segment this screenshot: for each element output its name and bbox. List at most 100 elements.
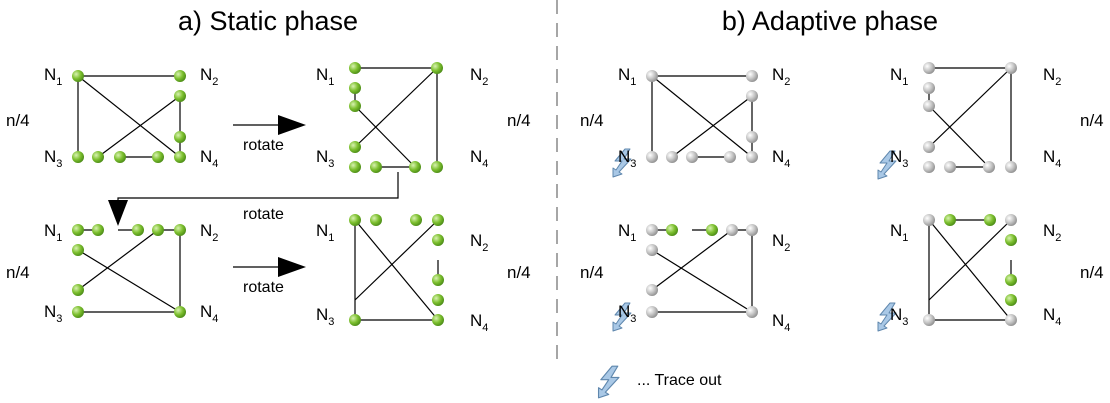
node [646,306,658,318]
node [686,151,698,163]
label-n1: N1 [890,221,908,244]
label-n4: N4 [200,147,218,170]
n-over-4-label: n/4 [507,111,531,130]
node [349,100,361,112]
label-n3: N3 [44,147,62,170]
n-over-4-label: n/4 [580,263,604,282]
legend: ... Trace out [597,365,722,399]
label-n4: N4 [772,311,790,334]
node [1005,214,1017,226]
node [174,151,186,163]
label-n3: N3 [618,302,636,325]
node [923,161,935,173]
node [174,306,186,318]
n-over-4-label: n/4 [6,111,30,130]
node [72,70,84,82]
node [746,70,758,82]
node [370,214,382,226]
graph-static-top-right [349,62,443,173]
graph-static-bottom-right [349,214,444,326]
node [1005,234,1017,246]
node [706,224,718,236]
node [746,224,758,236]
node [726,224,738,236]
node [432,214,444,226]
label-n4: N4 [772,147,790,170]
node [349,82,361,94]
n-over-4-label: n/4 [1080,263,1104,282]
lightning-icon [597,365,620,399]
rotate-label: rotate [243,206,284,223]
node [92,224,104,236]
node [646,70,658,82]
node [72,151,84,163]
n-over-4-label: n/4 [1080,111,1104,130]
label-n2: N2 [470,65,488,88]
node [923,214,935,226]
node [646,224,658,236]
node [174,70,186,82]
label-n1: N1 [618,65,636,88]
rotate-arrow-right-top [233,115,306,135]
n-over-4-label: n/4 [6,263,30,282]
node [923,100,935,112]
node [746,131,758,143]
rotate-label: rotate [243,279,284,296]
node [410,214,422,226]
node [349,62,361,74]
label-n1: N1 [618,221,636,244]
node [152,151,164,163]
label-n4: N4 [1043,147,1061,170]
node [646,151,658,163]
node [72,306,84,318]
node [1005,274,1017,286]
graph-static-bottom-left [72,224,186,318]
node [174,131,186,143]
node [132,224,144,236]
node [646,244,658,256]
label-n3: N3 [618,147,636,170]
node [1005,314,1017,326]
label-n3: N3 [316,147,334,170]
node [370,161,382,173]
label-n1: N1 [44,221,62,244]
node [944,161,956,173]
graph-adaptive-top-left [646,70,758,163]
label-n2: N2 [200,221,218,244]
node [432,234,444,246]
node [923,314,935,326]
node [746,90,758,102]
label-n3: N3 [44,302,62,325]
label-n2: N2 [470,231,488,254]
rotate-arrow-right-bottom [233,257,306,277]
node [349,214,361,226]
node [923,62,935,74]
node [174,224,186,236]
n-over-4-label: n/4 [507,263,531,282]
node [432,274,444,286]
node [923,141,935,153]
node [983,161,995,173]
node [432,294,444,306]
label-n4: N4 [1043,305,1061,328]
node [432,314,444,326]
node [409,161,421,173]
node [92,151,104,163]
label-n2: N2 [1043,221,1061,244]
node [746,306,758,318]
graph-static-top-left [72,70,186,163]
node [114,151,126,163]
node [1005,62,1017,74]
rotate-label: rotate [243,137,284,154]
label-n4: N4 [470,147,488,170]
node [666,224,678,236]
legend-text: ... Trace out [637,372,722,389]
node [1005,161,1017,173]
graph-adaptive-top-right [923,62,1017,173]
node [431,161,443,173]
label-n4: N4 [200,302,218,325]
graph-adaptive-bottom-right [923,214,1017,326]
node [431,62,443,74]
label-n3: N3 [890,305,908,328]
